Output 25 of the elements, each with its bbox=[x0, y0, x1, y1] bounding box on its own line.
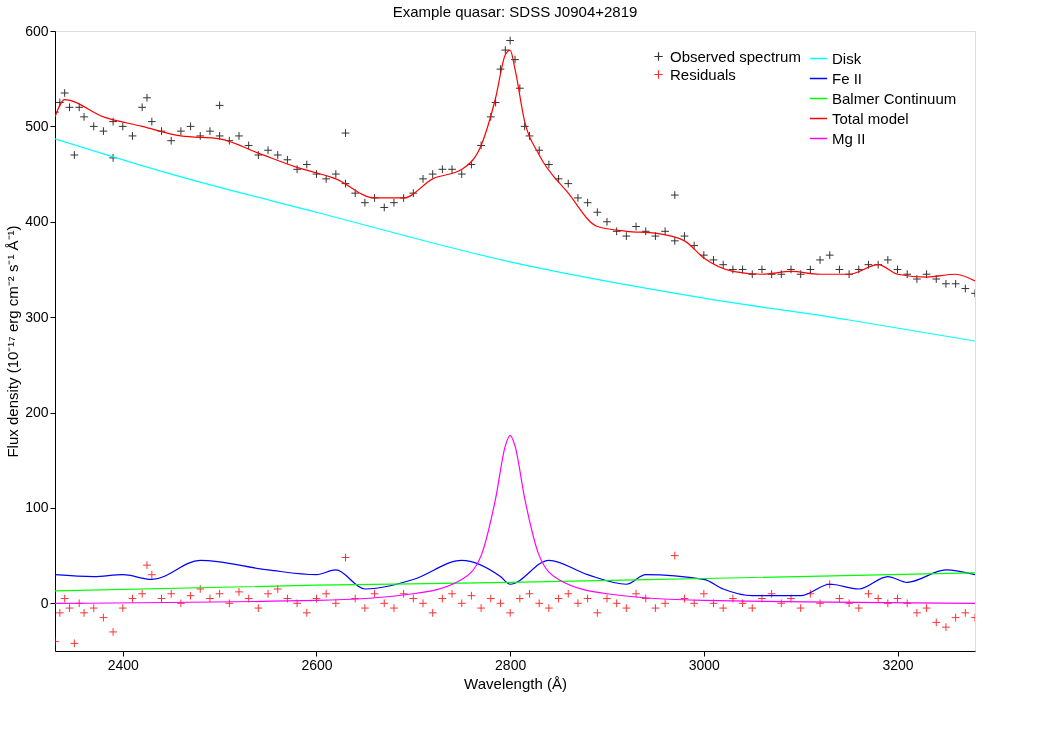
legend-label: Disk bbox=[832, 49, 862, 67]
y-tick-label: 400 bbox=[25, 213, 49, 230]
chart-title: Example quasar: SDSS J0904+2819 bbox=[392, 3, 638, 20]
legend-label: Fe II bbox=[832, 69, 863, 87]
x-axis-title: Wavelength (Å) bbox=[464, 674, 567, 692]
legend-label: Mg II bbox=[832, 129, 866, 147]
line-series bbox=[55, 559, 975, 597]
y-tick-label: 600 bbox=[25, 22, 49, 39]
x-tick-label: 2600 bbox=[301, 656, 333, 673]
x-tick-label: 2400 bbox=[107, 656, 140, 673]
y-tick-label: 500 bbox=[25, 117, 49, 134]
y-axis-title: Flux density (10⁻¹⁷ erg cm⁻² s⁻¹ Å⁻¹) bbox=[4, 225, 22, 458]
legend-label: Residuals bbox=[670, 65, 736, 83]
legend-label: Observed spectrum bbox=[670, 47, 801, 65]
x-tick-label: 3200 bbox=[882, 656, 914, 673]
y-tick-label: 0 bbox=[40, 594, 49, 611]
x-tick-label: 3000 bbox=[688, 656, 721, 673]
y-tick-label: 100 bbox=[25, 499, 49, 516]
y-tick-label: 300 bbox=[25, 308, 49, 325]
y-tick-label: 200 bbox=[25, 404, 49, 421]
legend-label: Balmer Continuum bbox=[832, 89, 957, 107]
line-series bbox=[55, 572, 975, 592]
line-series bbox=[55, 434, 975, 604]
x-tick-label: 2800 bbox=[495, 656, 527, 673]
legend-label: Total model bbox=[832, 109, 909, 127]
